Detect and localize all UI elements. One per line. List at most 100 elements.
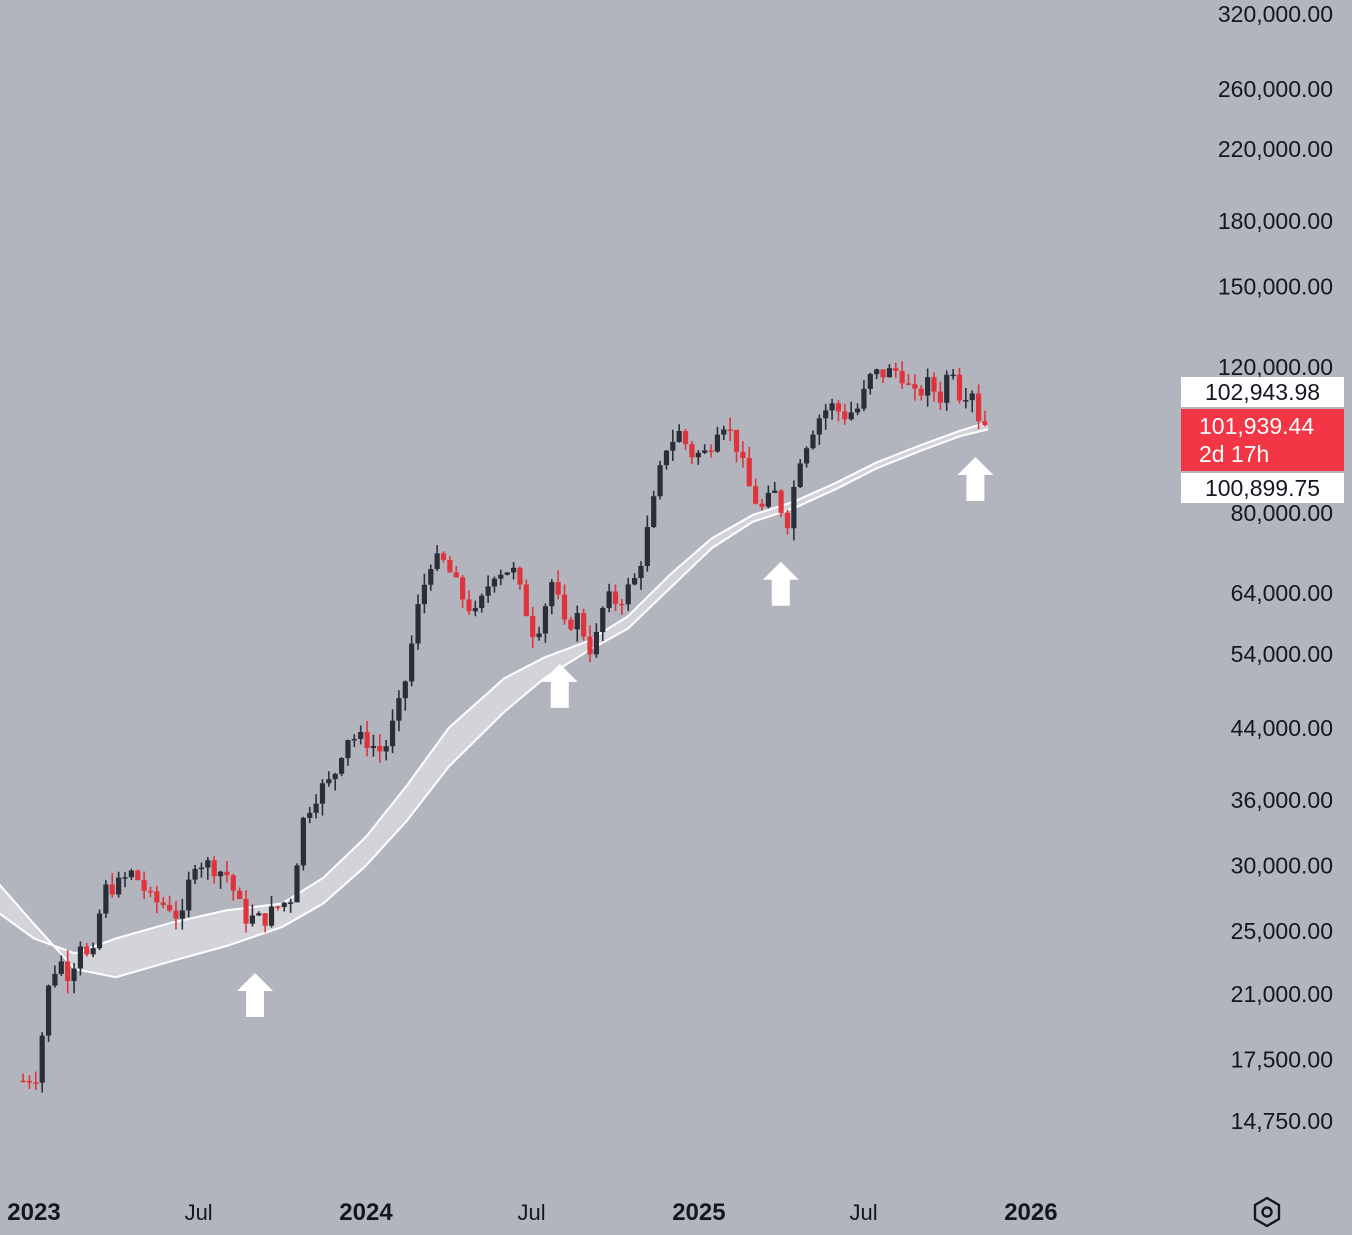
y-tick-label: 44,000.00 xyxy=(1231,715,1333,741)
candle xyxy=(803,446,810,468)
ma-upper-line xyxy=(0,421,989,955)
candle xyxy=(20,1073,26,1083)
ma-lower-line xyxy=(0,428,989,979)
candle xyxy=(937,381,943,411)
candle xyxy=(593,623,599,658)
candle xyxy=(765,485,771,509)
candle xyxy=(555,570,561,600)
candle xyxy=(370,734,377,757)
candle xyxy=(530,607,536,649)
candle xyxy=(65,949,71,994)
candle xyxy=(262,913,268,933)
candle xyxy=(160,896,166,909)
candle xyxy=(670,429,676,462)
candle xyxy=(568,616,574,632)
candle xyxy=(421,573,427,614)
arrow-up-icon xyxy=(237,972,274,1017)
candle xyxy=(440,551,447,563)
candle xyxy=(428,564,434,591)
candle xyxy=(472,600,478,617)
candle xyxy=(217,870,224,889)
candle xyxy=(249,904,256,927)
y-tick-label: 30,000.00 xyxy=(1231,853,1333,879)
candle xyxy=(854,403,861,416)
candle xyxy=(39,1032,45,1093)
candle xyxy=(491,576,498,593)
x-tick-label: 2024 xyxy=(339,1199,393,1226)
y-tick-label: 150,000.00 xyxy=(1218,274,1333,300)
candle xyxy=(319,779,326,816)
candle xyxy=(402,680,408,711)
y-tick-label: 14,750.00 xyxy=(1231,1108,1333,1134)
candle xyxy=(154,885,160,914)
candle xyxy=(733,429,740,463)
candle xyxy=(632,573,638,586)
candle xyxy=(657,460,663,500)
candle xyxy=(460,575,466,608)
candle xyxy=(835,400,842,422)
candle xyxy=(275,905,281,911)
y-axis[interactable]: 320,000.00 260,000.00 220,000.00 180,000.00… xyxy=(1218,1,1333,1134)
candle xyxy=(874,368,880,380)
candle xyxy=(912,374,918,401)
candle xyxy=(409,635,415,687)
candle xyxy=(345,739,351,766)
candle xyxy=(886,364,893,378)
candle xyxy=(453,565,459,578)
lower-band-price-label: 100,899.75 xyxy=(1181,473,1344,503)
candle xyxy=(561,584,568,625)
candle xyxy=(128,868,134,881)
candle xyxy=(740,441,746,468)
candle xyxy=(848,401,854,421)
candle xyxy=(816,414,822,445)
candle xyxy=(498,569,504,586)
candle xyxy=(759,499,765,511)
candle xyxy=(969,390,975,413)
candle xyxy=(479,593,485,613)
candle xyxy=(122,872,128,888)
candle xyxy=(708,444,714,458)
candle xyxy=(364,720,370,757)
candle xyxy=(619,599,625,615)
x-axis[interactable]: 2023 Jul 2024 Jul 2025 Jul 2026 xyxy=(7,1199,1057,1226)
candle xyxy=(332,772,338,791)
candle xyxy=(358,725,364,745)
x-tick-label: Jul xyxy=(849,1200,877,1225)
candle xyxy=(676,424,682,443)
candle xyxy=(383,740,389,761)
chart-settings-icon[interactable] xyxy=(1250,1195,1284,1229)
last-price-label: 101,939.44 2d 17h xyxy=(1181,409,1344,471)
candle xyxy=(950,369,956,380)
candle xyxy=(116,871,122,898)
candle xyxy=(294,863,300,903)
y-tick-label: 220,000.00 xyxy=(1218,136,1333,162)
candle xyxy=(192,864,198,885)
x-tick-label: 2023 xyxy=(7,1199,60,1226)
candle xyxy=(504,572,510,576)
y-tick-label: 180,000.00 xyxy=(1218,208,1333,234)
candle xyxy=(211,855,217,884)
candle xyxy=(179,898,185,930)
arrow-up-icon xyxy=(957,457,994,502)
arrow-up-icon xyxy=(762,561,799,606)
y-tick-label: 54,000.00 xyxy=(1231,641,1333,667)
candle xyxy=(753,478,759,505)
y-tick-label: 21,000.00 xyxy=(1231,981,1333,1007)
candle xyxy=(606,583,612,613)
candle xyxy=(485,575,491,603)
candle xyxy=(644,515,650,572)
candle xyxy=(778,489,784,518)
candle xyxy=(918,384,924,401)
candle xyxy=(714,426,721,453)
candle xyxy=(861,380,867,412)
candle xyxy=(58,955,64,977)
candle xyxy=(982,410,988,427)
candle xyxy=(517,566,523,590)
candle xyxy=(625,577,631,612)
x-tick-label: 2025 xyxy=(672,1199,725,1226)
y-tick-label: 260,000.00 xyxy=(1218,76,1333,102)
candle xyxy=(797,459,803,489)
candle xyxy=(702,444,708,455)
candle xyxy=(791,480,797,541)
